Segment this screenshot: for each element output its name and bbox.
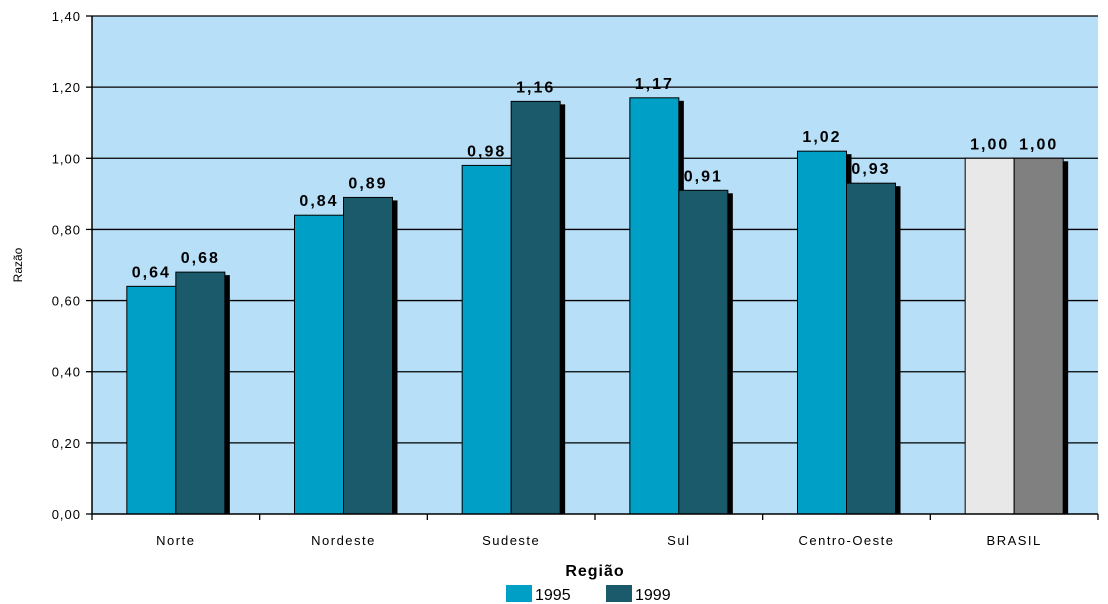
- bar-1999-nordeste: [343, 196, 393, 515]
- value-label: 0,84: [299, 193, 338, 210]
- x-category-label: Sul: [667, 533, 690, 548]
- x-axis-title: Região: [565, 563, 624, 580]
- x-category-label: Nordeste: [311, 533, 376, 548]
- axes: [86, 15, 1099, 520]
- x-category-label: Sudeste: [482, 533, 540, 548]
- y-axis-title: Razão: [11, 247, 25, 282]
- value-labels: 0,64 0,68 0,84 0,89 0,98 1,16 1,17 0,91 1,02 0,93…: [132, 76, 1058, 282]
- bar-1995-centro-oeste: [797, 150, 847, 515]
- y-tick-label: 1,40: [52, 9, 81, 24]
- grid-lines: [92, 15, 1098, 444]
- value-label: 0,64: [132, 264, 171, 281]
- bar-1995-norte: [126, 285, 177, 515]
- bar-1995-brasil: [964, 157, 1015, 515]
- bar-1999-norte: [175, 271, 226, 515]
- bar-1999-sul: [678, 189, 729, 515]
- y-tick-label: 0,00: [52, 507, 81, 522]
- y-tick-label: 1,00: [52, 151, 81, 166]
- value-label: 0,89: [348, 175, 387, 192]
- value-label: 1,00: [970, 136, 1009, 153]
- value-label: 0,68: [181, 250, 220, 267]
- y-tick-label: 1,20: [52, 80, 81, 95]
- value-label: 0,91: [684, 168, 723, 185]
- bar-1995-sudeste: [461, 164, 512, 515]
- x-category-label: Centro-Oeste: [798, 533, 894, 548]
- y-tick-label: 0,80: [52, 222, 81, 237]
- value-label: 0,98: [467, 143, 506, 160]
- value-label: 1,16: [516, 79, 555, 96]
- bar-1999-sudeste: [510, 100, 561, 515]
- value-label: 1,17: [635, 76, 674, 93]
- y-tick-label: 0,40: [52, 365, 81, 380]
- x-category-label: Norte: [156, 533, 195, 548]
- bar-1999-brasil: [1013, 157, 1064, 515]
- bars: [126, 97, 1069, 515]
- legend-swatch-1995: [506, 585, 532, 602]
- value-label: 1,02: [802, 129, 841, 146]
- legend: 1995 1999: [506, 585, 671, 604]
- bar-1999-centro-oeste: [846, 182, 896, 515]
- y-tick-labels: 0,00 0,20 0,40 0,60 0,80 1,00 1,20 1,40: [52, 9, 81, 522]
- bar-1995-sul: [629, 97, 680, 515]
- x-category-label: BRASIL: [987, 533, 1042, 548]
- bar-1995-nordeste: [294, 214, 344, 515]
- legend-label-1995: 1995: [535, 587, 571, 604]
- value-label: 1,00: [1019, 136, 1058, 153]
- plot-area: [92, 16, 1098, 514]
- value-label: 0,93: [851, 161, 890, 178]
- y-tick-label: 0,20: [52, 436, 81, 451]
- y-tick-label: 0,60: [52, 294, 81, 309]
- legend-swatch-1999: [606, 585, 632, 602]
- legend-label-1999: 1999: [635, 587, 671, 604]
- x-category-labels: Norte Nordeste Sudeste Sul Centro-Oeste BRASI…: [156, 533, 1042, 548]
